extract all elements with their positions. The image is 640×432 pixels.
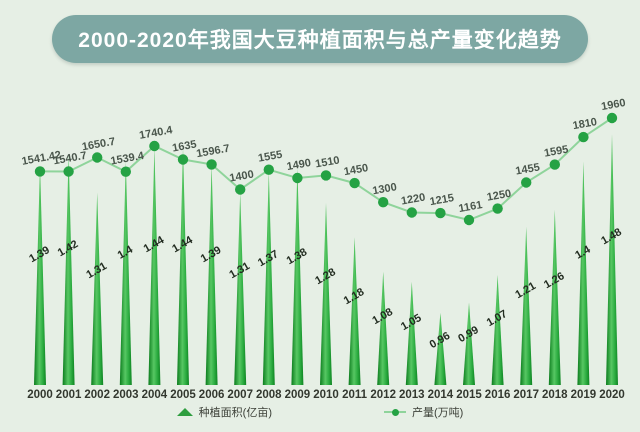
production-value-label: 1635 [171,138,197,154]
area-spike [262,171,275,385]
area-spike [520,226,533,385]
production-dot [235,184,246,195]
area-spike [34,164,46,385]
production-value-label: 1960 [600,97,626,113]
production-dot [549,159,560,170]
production-value-label: 1455 [515,161,541,177]
area-spike [234,192,247,385]
x-axis-year-label: 2011 [342,389,368,401]
legend-item-production: 产量(万吨) [384,404,463,420]
x-axis-year-label: 2008 [256,389,282,401]
area-spike [148,147,161,385]
area-spike [606,133,618,385]
x-axis-year-label: 2019 [571,389,597,401]
triangle-icon [176,408,193,416]
production-value-label: 1740.4 [138,124,174,142]
production-value-label: 1161 [458,199,484,215]
production-value-label: 1220 [400,191,426,207]
production-dot [263,164,274,175]
area-spike [62,154,75,385]
area-value-label: 1.4 [573,243,593,261]
production-value-label: 1555 [257,149,283,165]
production-value-label: 1400 [229,168,255,184]
area-spike [491,274,504,385]
x-axis-year-label: 2000 [27,389,53,401]
x-axis-year-label: 2005 [170,389,196,401]
production-line-series [34,112,618,226]
x-axis-year-label: 2020 [599,389,625,401]
x-axis-year-label: 2012 [370,389,396,401]
production-dot [435,207,446,219]
production-value-label: 1215 [429,192,455,208]
area-spike-series [34,133,618,385]
area-spike [548,209,561,385]
production-value-label: 1250 [486,188,512,204]
production-dot [378,197,389,208]
production-dot [578,131,589,143]
x-axis-year-label: 2015 [456,389,482,401]
area-spike [291,168,304,385]
area-spike [119,161,132,385]
x-axis-year-label: 2016 [485,389,511,401]
chart-title-text: 2000-2020年我国大豆种植面积与总产量变化趋势 [78,29,562,52]
x-axis-year-label: 2001 [56,389,82,401]
x-axis-year-label: 2007 [227,389,253,401]
x-axis-year-labels: 2000 2001 2002 2003 2004 2005 2006 2007 2008 2009… [27,389,625,401]
production-value-label: 1810 [572,116,598,132]
area-spike [91,192,104,385]
production-dot [521,177,532,188]
area-spike [577,161,590,385]
production-value-label: 1539.4 [110,150,146,168]
production-value-label: 1596.7 [195,143,230,161]
combo-chart-plot-area: 1.391541.421.421540.71.311650.71.41539.4… [21,97,627,401]
chart-legend: 种植面积(亿亩) 产量(万吨) [0,404,640,420]
area-spike [348,237,361,385]
area-spike [463,302,475,385]
production-dot [206,159,217,170]
production-value-label: 1300 [372,181,398,197]
production-value-label: 1450 [343,162,369,178]
x-axis-year-label: 2006 [199,389,225,401]
x-axis-year-label: 2002 [84,389,110,401]
x-axis-year-label: 2010 [313,389,339,401]
production-dot [606,112,618,124]
area-spike [205,164,218,385]
production-dot [492,203,503,214]
x-axis-year-label: 2003 [113,389,139,401]
x-axis-year-label: 2014 [428,389,454,401]
production-dot [320,170,332,181]
production-value-label: 1595 [543,144,569,160]
production-dot [92,152,103,163]
production-value-label: 1540.7 [52,150,87,168]
production-value-label: 1490 [286,157,312,173]
production-value-label: 1510 [314,154,340,170]
area-spike [434,312,447,385]
line-dot-icon [384,408,406,417]
area-value-label: 1.4 [116,243,136,261]
legend-production-label: 产量(万吨) [412,407,464,419]
x-axis-year-label: 2017 [513,389,539,401]
x-axis-year-label: 2013 [399,389,425,401]
production-dot [34,166,46,177]
area-spike [177,147,189,385]
area-spike [405,281,418,385]
chart-title: 2000-2020年我国大豆种植面积与总产量变化趋势 [52,15,588,63]
legend-area-label: 种植面积(亿亩) [198,407,272,419]
area-spike [377,271,390,385]
production-dot [349,177,360,189]
x-axis-year-label: 2018 [542,389,568,401]
production-dot [63,166,74,177]
production-dot [463,214,475,226]
production-dot [149,140,160,152]
production-dot [292,172,303,184]
x-axis-year-label: 2009 [285,389,311,401]
legend-item-area: 种植面积(亿亩) [176,404,272,420]
production-value-label: 1650.7 [81,136,116,154]
x-axis-year-label: 2004 [142,389,168,401]
production-dot [406,207,417,218]
production-dot [120,166,131,177]
area-spike [320,202,332,385]
production-dot [177,154,189,165]
